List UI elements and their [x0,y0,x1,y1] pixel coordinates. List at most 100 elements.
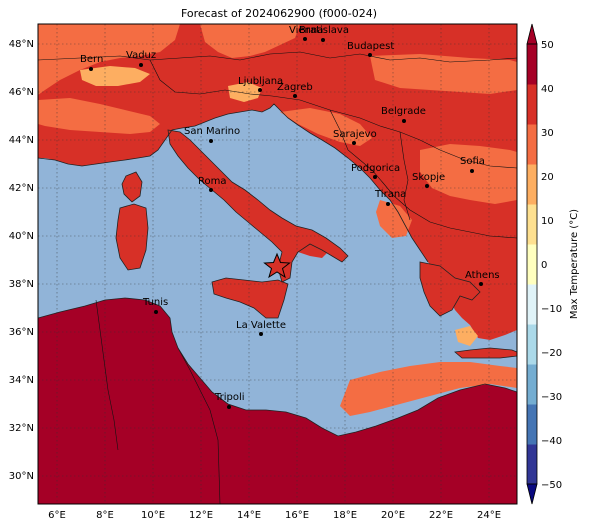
colorbar-tick-label: −50 [541,480,562,491]
y-tick-label: 48°N [9,39,34,50]
x-tick-label: 8°E [96,510,114,521]
x-tick-label: 24°E [477,510,501,521]
colorbar-segment [527,44,537,85]
x-tick-label: 10°E [141,510,165,521]
city-marker-icon [154,310,158,314]
x-tick-label: 20°E [381,510,405,521]
colorbar-tick-label: 40 [541,84,554,95]
city-label: Athens [465,270,500,281]
x-axis: 6°E 8°E 10°E 12°E 14°E 16°E 18°E 20°E 22… [48,510,501,521]
colorbar-tick-label: 30 [541,128,554,139]
city-label: Podgorica [351,163,400,174]
x-tick-label: 12°E [189,510,213,521]
city-marker-icon [425,184,429,188]
coastlines [38,103,517,437]
y-tick-label: 44°N [9,135,34,146]
city-label: Tirana [374,189,406,200]
city-label: Bratislava [299,25,349,36]
map-frame [37,23,518,505]
city-label: Vaduz [126,50,156,61]
y-tick-label: 36°N [9,327,34,338]
city-marker-icon [293,94,297,98]
colorbar-frame [526,43,538,485]
colorbar-bottom-arrow [526,483,538,505]
y-tick-label: 34°N [9,375,34,386]
land-peloponnese [420,262,480,316]
colorbar-tick-label: −20 [541,348,562,359]
city-label: Belgrade [381,106,426,117]
colorbar-segment [527,84,537,125]
colorbar-segment [527,404,537,445]
city-marker-icon [258,88,262,92]
city-label: Roma [198,176,227,187]
city-marker-icon [352,141,356,145]
city-marker-icon [139,63,143,67]
city-marker-icon [209,139,213,143]
x-tick-label: 22°E [429,510,453,521]
colorbar-tick-label: 20 [541,172,554,183]
x-tick-label: 18°E [333,510,357,521]
colorbar-segment [527,244,537,285]
country-borders [38,51,517,504]
city-marker-icon [402,119,406,123]
city-label: Sofia [460,156,485,167]
city-label: La Valette [236,320,286,331]
y-tick-label: 30°N [9,471,34,482]
city-marker-icon [259,332,263,336]
map-gridlines [38,24,517,504]
colorbar-tick-label: −10 [541,304,562,315]
land-corsica [122,172,142,202]
city-marker-icon [321,38,325,42]
colorbar-segment [527,124,537,165]
city-label: San Marino [184,126,240,137]
star-marker-icon [263,252,291,279]
colorbar-tick-label: −30 [541,392,562,403]
land-italy [168,130,330,282]
colorbar-tick-label: 50 [541,40,554,51]
land-sicily [212,278,288,318]
city-marker-icon [227,405,231,409]
colorbar-segment [527,164,537,205]
city-label: Vienna [289,25,323,36]
y-tick-label: 32°N [9,423,34,434]
city-label: Sarajevo [333,129,377,140]
city-marker-icon [209,188,213,192]
y-tick-label: 38°N [9,279,34,290]
x-tick-label: 6°E [48,510,66,521]
mild-zones [80,66,478,346]
colorbar-top-arrow [526,23,538,45]
city-label: Zagreb [277,82,313,93]
city-label: Tunis [142,297,168,308]
colorbar-ticks: 50 40 30 20 10 0 −10 −20 −30 −40 −50 [541,40,562,491]
colorbar-tick-label: −40 [541,436,562,447]
city-marker-icon [368,53,372,57]
x-tick-label: 14°E [237,510,261,521]
land-europe-balkans [38,24,517,340]
colorbar-label: Max Temperature (°C) [569,209,580,319]
colorbar-segment [527,204,537,245]
land-north-africa [38,298,517,504]
colorbar-segment [527,444,537,485]
colorbar-segments [527,44,537,485]
colorbar-tick-label: 10 [541,216,554,227]
map-title: Forecast of 2024062900 (f000-024) [181,7,377,20]
colorbar-segment [527,284,537,325]
city-label: Skopje [412,172,445,183]
land-crete [455,348,517,358]
colorbar-segment [527,324,537,365]
y-axis: 48°N 46°N 44°N 42°N 40°N 38°N 36°N 34°N … [9,39,34,482]
city-marker-icon [386,202,390,206]
city-marker-icon [303,37,307,41]
city-label: Bern [80,54,103,65]
colorbar-segment [527,364,537,405]
x-tick-label: 16°E [285,510,309,521]
land-apulia [296,226,348,262]
y-tick-label: 40°N [9,231,34,242]
y-tick-label: 42°N [9,183,34,194]
city-marker-icon [89,67,93,71]
colorbar: 50 40 30 20 10 0 −10 −20 −30 −40 −50 Max… [526,23,580,505]
city-label: Budapest [347,41,394,52]
